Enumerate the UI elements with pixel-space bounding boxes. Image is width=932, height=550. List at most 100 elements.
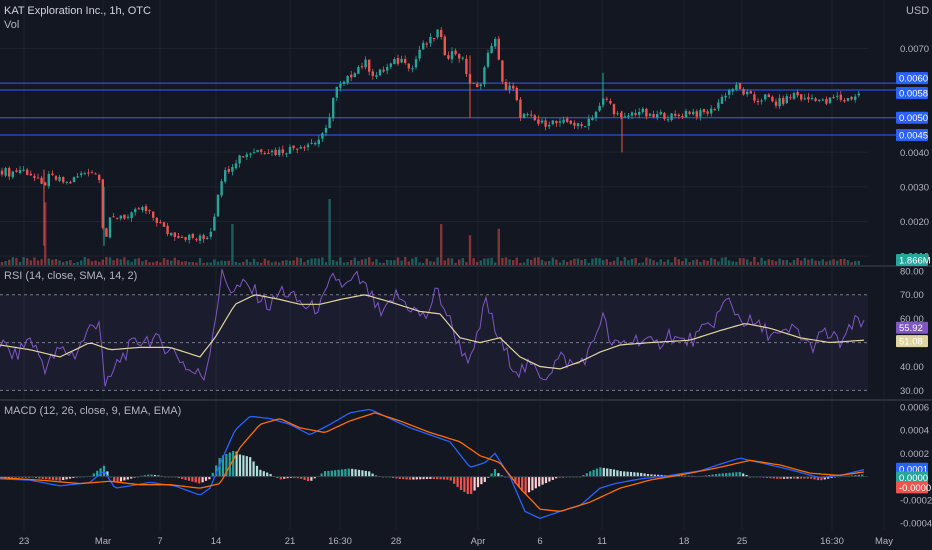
macd-hist-bar bbox=[391, 476, 395, 478]
candle-body bbox=[288, 146, 292, 154]
macd-hist-bar bbox=[541, 476, 544, 485]
volume-bars bbox=[0, 199, 860, 265]
candle-body bbox=[450, 51, 454, 60]
candle-body bbox=[130, 212, 133, 219]
volume-bar bbox=[576, 258, 580, 265]
volume-bar bbox=[533, 257, 536, 265]
macd-hist-bar bbox=[857, 474, 860, 477]
volume-bar bbox=[22, 257, 25, 265]
candle-body bbox=[738, 83, 742, 89]
macd-tick-label-4: -0.0004 bbox=[900, 519, 932, 530]
macd-hist-bar bbox=[415, 476, 418, 480]
volume-bar bbox=[378, 262, 382, 265]
volume-bar bbox=[587, 262, 590, 265]
macd-hist-bar bbox=[310, 476, 313, 481]
macd-hist-bar bbox=[51, 476, 55, 480]
macd-hist-bar bbox=[823, 476, 826, 480]
pane-separators[interactable] bbox=[0, 265, 932, 401]
macd-hist-bar bbox=[619, 471, 622, 477]
candle-body bbox=[591, 117, 594, 121]
candle-body bbox=[234, 163, 238, 169]
macd-hist-bar bbox=[187, 476, 191, 481]
candle-body bbox=[83, 173, 86, 175]
volume-bar bbox=[648, 258, 652, 265]
macd-hist-bar bbox=[850, 475, 854, 477]
volume-bar bbox=[789, 262, 792, 265]
volume-bar bbox=[821, 259, 824, 265]
macd-hist-bar bbox=[62, 476, 65, 481]
candle-body bbox=[216, 194, 220, 217]
candle-body bbox=[227, 169, 230, 172]
candle-body bbox=[666, 119, 670, 121]
macd-hist-bar bbox=[266, 472, 269, 477]
volume-bar bbox=[494, 262, 497, 265]
macd-hist-bar bbox=[745, 475, 748, 477]
candle-body bbox=[116, 217, 119, 219]
macd-hist-bar bbox=[517, 476, 520, 487]
candle-body bbox=[659, 111, 662, 115]
candle-body bbox=[249, 153, 252, 155]
volume-bar bbox=[483, 258, 486, 265]
candle-body bbox=[350, 74, 353, 78]
volume-bar bbox=[249, 262, 252, 265]
macd-hist-bar bbox=[252, 461, 255, 477]
volume-bar bbox=[425, 258, 428, 265]
volume-bar bbox=[80, 260, 83, 265]
volume-bar bbox=[126, 260, 130, 265]
candle-body bbox=[436, 29, 439, 38]
volume-bar bbox=[778, 258, 781, 265]
macd-hist-bar bbox=[629, 471, 633, 477]
volume-bar bbox=[173, 257, 176, 265]
macd-hist-bar bbox=[344, 469, 347, 477]
candle-body bbox=[159, 222, 162, 224]
volume-bar bbox=[166, 259, 169, 265]
volume-bar bbox=[393, 260, 396, 265]
macd-hist-bar bbox=[551, 476, 554, 480]
price-candles[interactable] bbox=[0, 26, 860, 246]
candle-body bbox=[663, 112, 666, 120]
volume-bar bbox=[180, 261, 184, 265]
volume-bar bbox=[526, 258, 529, 265]
candle-body bbox=[828, 97, 832, 104]
candle-body bbox=[782, 97, 785, 105]
candle-body bbox=[843, 100, 846, 102]
volume-bar bbox=[162, 258, 166, 265]
macd-hist-bar bbox=[453, 476, 456, 484]
volume-bar bbox=[476, 261, 479, 265]
candle-body bbox=[58, 176, 61, 181]
volume-bar bbox=[540, 259, 544, 265]
volume-bar bbox=[850, 262, 853, 265]
volume-bar bbox=[94, 260, 97, 265]
candle-body bbox=[260, 149, 263, 152]
volume-bar bbox=[26, 258, 29, 265]
macd-hist-bar bbox=[626, 471, 629, 477]
x-tick-label-13: May bbox=[875, 536, 893, 547]
macd-hist-bar bbox=[228, 452, 231, 477]
macd-hist-bar bbox=[242, 455, 245, 477]
macd-hist-bar bbox=[347, 468, 350, 477]
volume-bar bbox=[674, 257, 677, 265]
volume-bar bbox=[548, 261, 551, 265]
candle-body bbox=[530, 114, 533, 116]
candle-body bbox=[162, 222, 166, 227]
candle-body bbox=[616, 113, 619, 115]
candle-body bbox=[522, 113, 526, 118]
volume-bar bbox=[602, 260, 605, 265]
candle-body bbox=[245, 154, 248, 157]
candle-body bbox=[4, 168, 7, 176]
candle-body bbox=[839, 94, 842, 100]
volume-bar bbox=[346, 262, 349, 265]
macd-hist-bar bbox=[708, 475, 711, 477]
candle-body bbox=[242, 156, 245, 158]
volume-bar bbox=[530, 259, 533, 265]
macd-badge-0: 0.0001 bbox=[899, 464, 928, 475]
volume-bar bbox=[580, 259, 583, 265]
candle-body bbox=[47, 173, 50, 187]
volume-bar bbox=[656, 262, 659, 265]
volume-bar bbox=[562, 259, 565, 265]
candle-body bbox=[540, 120, 544, 123]
volume-bar bbox=[450, 258, 454, 265]
price-badge-4: 1.866M bbox=[899, 256, 931, 267]
candle-body bbox=[476, 83, 479, 88]
